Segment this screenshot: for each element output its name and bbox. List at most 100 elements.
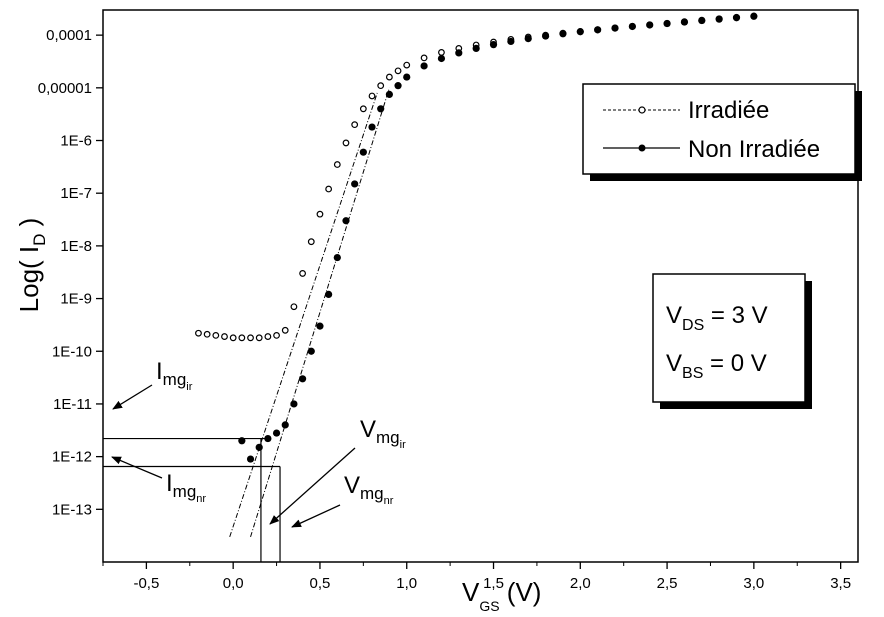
annotation-vmg-ir: Vmgir — [269, 416, 406, 525]
data-series — [195, 12, 758, 463]
point-irradiee — [359, 105, 367, 113]
point-irradiee — [195, 329, 202, 337]
point-non-irradiee — [576, 28, 584, 36]
vmg-ir-arrow — [269, 447, 356, 525]
x-tick-label: 0,0 — [223, 575, 244, 592]
y-tick-label: 0,0001 — [46, 27, 92, 44]
vmg-ir-label: Vmgir — [360, 416, 406, 451]
point-non-irradiee — [316, 322, 324, 330]
point-non-irradiee — [342, 217, 350, 225]
point-non-irradiee — [238, 437, 246, 445]
point-non-irradiee — [715, 15, 723, 23]
y-tick-label: 1E-12 — [52, 449, 92, 466]
point-non-irradiee — [281, 421, 289, 429]
y-tick-label: 1E-11 — [53, 396, 92, 413]
point-non-irradiee — [680, 18, 689, 26]
x-tick-label: 3,0 — [743, 575, 764, 592]
point-irradiee — [333, 161, 341, 168]
tangent-lines — [229, 87, 390, 538]
point-non-irradiee — [377, 105, 385, 113]
x-axis-label: VGS (V) — [462, 577, 541, 614]
point-non-irradiee — [455, 49, 463, 57]
point-non-irradiee — [385, 90, 393, 99]
plot-area — [102, 9, 859, 563]
point-non-irradiee — [524, 34, 532, 43]
legend-marker-irradiee — [638, 106, 646, 114]
point-irradiee — [212, 331, 220, 339]
vmg-nr-arrow — [291, 504, 341, 528]
point-irradiee — [221, 333, 228, 340]
point-irradiee — [281, 326, 289, 334]
point-non-irradiee — [272, 429, 281, 437]
img-ir-arrow — [112, 384, 153, 410]
point-non-irradiee — [394, 82, 402, 90]
point-irradiee — [307, 238, 315, 246]
series-non-irradiee — [238, 12, 758, 463]
point-irradiee — [255, 334, 263, 342]
point-non-irradiee — [611, 24, 619, 32]
point-non-irradiee — [403, 73, 411, 81]
x-tick-label: 3,5 — [830, 575, 851, 592]
point-non-irradiee — [594, 26, 602, 34]
point-irradiee — [368, 92, 376, 100]
tangent-non-irradiee — [250, 87, 390, 538]
y-tick-label: 1E-13 — [52, 501, 92, 518]
point-non-irradiee — [507, 37, 515, 46]
annotation-vmg-nr: Vmgnr — [291, 472, 394, 528]
conditions-frame — [652, 273, 806, 403]
x-tick-label: 1,0 — [396, 575, 417, 592]
point-non-irradiee — [255, 443, 263, 451]
point-non-irradiee — [368, 123, 376, 131]
point-irradiee — [238, 334, 246, 342]
annotation-img-nr: Imgnr — [111, 456, 206, 505]
point-non-irradiee — [646, 21, 654, 29]
legend-box — [582, 83, 856, 175]
axis-ticks: -0,5 0,0 0,5 1,0 1,5 2,0 2,5 3,0 3,5 1E-13 1E-12 1E… — [38, 27, 851, 592]
point-non-irradiee — [359, 148, 367, 156]
point-irradiee — [299, 270, 306, 277]
point-non-irradiee — [333, 253, 341, 262]
point-non-irradiee — [437, 54, 446, 63]
legend: Irradiée Non Irradiée — [582, 83, 862, 181]
point-non-irradiee — [325, 290, 333, 298]
point-non-irradiee — [559, 30, 567, 38]
point-irradiee — [247, 334, 254, 342]
x-tick-label: 2,5 — [657, 575, 678, 592]
point-non-irradiee — [628, 22, 636, 31]
x-tick-label: 1,5 — [483, 575, 504, 592]
x-tick-label: 0,5 — [310, 575, 331, 592]
point-irradiee — [325, 185, 333, 193]
point-irradiee — [385, 73, 393, 81]
point-irradiee — [316, 210, 324, 218]
point-irradiee — [229, 334, 237, 342]
img-nr-label: Imgnr — [166, 470, 206, 505]
y-axis-label-sub: D — [30, 234, 49, 246]
point-non-irradiee — [264, 434, 272, 443]
point-non-irradiee — [750, 12, 758, 20]
point-irradiee — [203, 330, 211, 338]
y-tick-label: 1E-9 — [60, 291, 92, 308]
y-tick-label: 1E-6 — [60, 133, 92, 150]
y-tick-label: 1E-10 — [52, 343, 92, 360]
point-irradiee — [273, 331, 280, 339]
y-tick-label: 1E-7 — [60, 185, 92, 202]
vds-condition: VDS = 3 V — [666, 302, 768, 334]
x-axis-label-sub: GS — [479, 598, 499, 614]
legend-label-irradiee: Irradiée — [688, 97, 769, 124]
point-irradiee — [420, 54, 428, 62]
conditions-box: VDS = 3 V VBS = 0 V — [652, 273, 812, 409]
point-non-irradiee — [732, 14, 741, 22]
x-tick-label: -0,5 — [133, 575, 159, 592]
point-non-irradiee — [420, 62, 428, 70]
point-non-irradiee — [698, 16, 706, 25]
img-nr-arrow — [111, 456, 163, 479]
y-axis-label: Log( ID ) — [14, 218, 49, 313]
img-ir-label: Imgir — [156, 358, 193, 393]
x-tick-label: 2,0 — [570, 575, 591, 592]
point-non-irradiee — [298, 375, 307, 383]
legend-marker-non-irradiee — [638, 144, 646, 152]
tangent-irradiee — [229, 92, 378, 538]
point-non-irradiee — [489, 41, 498, 49]
y-tick-label: 1E-8 — [60, 238, 92, 255]
